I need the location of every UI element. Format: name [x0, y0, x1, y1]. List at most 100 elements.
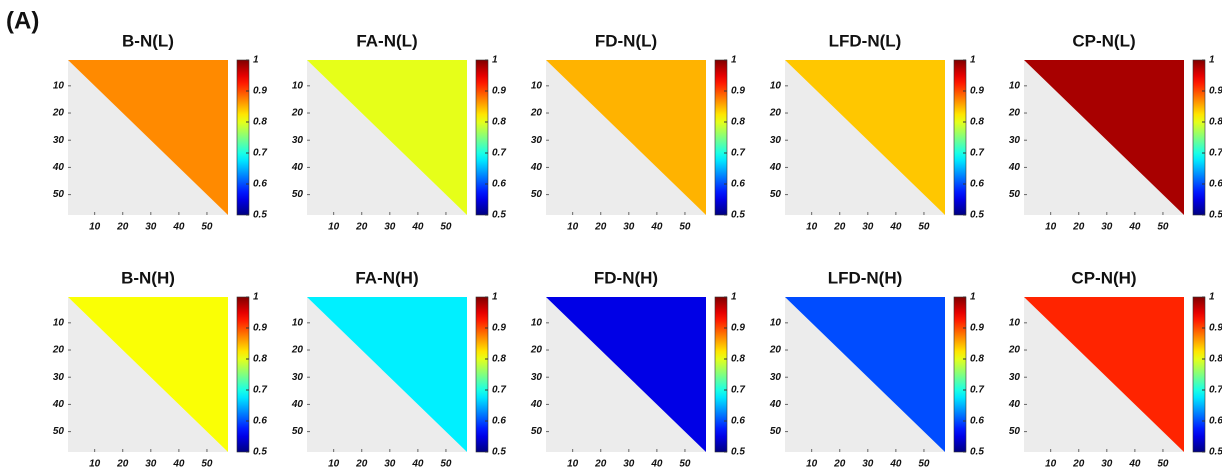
colorbar-tick-label: 0.6	[492, 416, 506, 427]
colorbar-tick-label: 0.9	[1209, 86, 1222, 97]
colorbar-tick-label: 0.5	[731, 447, 745, 458]
x-tick-label: 50	[679, 459, 691, 470]
x-tick-label: 30	[862, 459, 874, 470]
colorbar-tick-label: 1	[1209, 292, 1215, 303]
colorbar-tick-label: 1	[731, 292, 737, 303]
x-tick-label: 50	[1157, 459, 1169, 470]
heatmap-cells	[1024, 297, 1184, 452]
x-tick-label: 40	[889, 459, 902, 470]
y-tick-label: 30	[770, 372, 782, 383]
x-tick-label: 10	[806, 222, 818, 233]
colorbar-tick-label: 0.5	[970, 210, 984, 221]
y-tick-label: 20	[291, 345, 304, 356]
colorbar-tick-label: 0.7	[731, 148, 745, 159]
x-tick-label: 20	[116, 459, 129, 470]
x-tick-label: 40	[1128, 222, 1141, 233]
x-tick-label: 50	[918, 459, 930, 470]
colorbar-tick-label: 0.6	[1209, 179, 1222, 190]
x-tick-label: 50	[440, 222, 452, 233]
colorbar-tick-label: 0.5	[492, 210, 506, 221]
y-tick-label: 10	[1009, 80, 1021, 91]
y-tick-label: 10	[292, 317, 304, 328]
y-tick-label: 40	[1008, 399, 1021, 410]
colorbar-tick-label: 0.9	[731, 323, 745, 334]
y-tick-label: 40	[769, 162, 782, 173]
y-tick-label: 30	[53, 135, 65, 146]
x-tick-label: 40	[1128, 459, 1141, 470]
colorbar-tick-label: 0.7	[253, 148, 267, 159]
x-tick-label: 40	[172, 222, 185, 233]
x-tick-label: 20	[1072, 222, 1085, 233]
colorbar-tick-label: 1	[970, 55, 976, 66]
y-tick-label: 30	[770, 135, 782, 146]
x-tick-label: 30	[623, 459, 635, 470]
x-tick-label: 40	[172, 459, 185, 470]
y-tick-label: 40	[530, 162, 543, 173]
colorbar-tick-label: 0.7	[731, 385, 745, 396]
panel-title: CP-N(L)	[1072, 31, 1135, 50]
colorbar-tick-label: 0.9	[731, 86, 745, 97]
colorbar-tick-label: 0.7	[970, 385, 984, 396]
x-tick-label: 20	[594, 459, 607, 470]
colorbar-tick-label: 0.7	[970, 148, 984, 159]
y-tick-label: 10	[53, 80, 65, 91]
x-tick-label: 50	[201, 459, 213, 470]
y-tick-label: 20	[52, 108, 65, 119]
y-tick-label: 40	[530, 399, 543, 410]
y-tick-label: 30	[53, 372, 65, 383]
y-tick-label: 30	[292, 372, 304, 383]
x-tick-label: 10	[567, 459, 579, 470]
panel-title: FA-N(H)	[355, 268, 418, 287]
colorbar	[1192, 296, 1206, 453]
y-tick-label: 10	[770, 80, 782, 91]
y-tick-label: 40	[1008, 162, 1021, 173]
y-tick-label: 50	[531, 189, 543, 200]
x-tick-label: 30	[384, 222, 396, 233]
panel-title: FD-N(L)	[595, 31, 657, 50]
x-tick-label: 50	[201, 222, 213, 233]
colorbar-tick-label: 0.7	[492, 385, 506, 396]
colorbar-tick-label: 0.5	[731, 210, 745, 221]
colorbar-tick-label: 0.6	[1209, 416, 1222, 427]
heatmap-cells	[68, 60, 228, 215]
panel-label: (A)	[6, 7, 39, 34]
colorbar-tick-label: 1	[731, 55, 737, 66]
y-tick-label: 50	[53, 426, 65, 437]
colorbar-tick-label: 0.6	[253, 416, 267, 427]
colorbar	[236, 59, 250, 216]
x-tick-label: 10	[89, 459, 101, 470]
colorbar-tick-label: 0.8	[731, 354, 745, 365]
colorbar-tick-label: 0.9	[492, 86, 506, 97]
x-tick-label: 50	[679, 222, 691, 233]
colorbar-tick-label: 1	[253, 292, 259, 303]
y-tick-label: 10	[531, 317, 543, 328]
x-tick-label: 20	[1072, 459, 1085, 470]
y-tick-label: 30	[531, 135, 543, 146]
y-tick-label: 20	[1008, 345, 1021, 356]
colorbar	[475, 59, 489, 216]
y-tick-label: 30	[292, 135, 304, 146]
colorbar-tick-label: 0.9	[253, 323, 267, 334]
y-tick-label: 10	[53, 317, 65, 328]
colorbar-tick-label: 0.9	[970, 323, 984, 334]
y-tick-label: 20	[52, 345, 65, 356]
panel-title: LFD-N(H)	[828, 268, 903, 287]
panel-title: CP-N(H)	[1071, 268, 1136, 287]
x-tick-label: 20	[355, 459, 368, 470]
colorbar-tick-label: 0.6	[970, 416, 984, 427]
colorbar-tick-label: 0.7	[1209, 385, 1222, 396]
colorbar-tick-label: 1	[492, 55, 498, 66]
panel-title: B-N(H)	[121, 268, 175, 287]
x-tick-label: 10	[1045, 459, 1057, 470]
colorbar-tick-label: 0.9	[1209, 323, 1222, 334]
panel-title: LFD-N(L)	[829, 31, 902, 50]
x-tick-label: 10	[806, 459, 818, 470]
x-tick-label: 30	[1101, 222, 1113, 233]
colorbar	[714, 59, 728, 216]
colorbar	[953, 296, 967, 453]
colorbar-tick-label: 0.9	[492, 323, 506, 334]
x-tick-label: 40	[650, 222, 663, 233]
y-tick-label: 50	[770, 426, 782, 437]
x-tick-label: 30	[1101, 459, 1113, 470]
y-tick-label: 20	[530, 108, 543, 119]
